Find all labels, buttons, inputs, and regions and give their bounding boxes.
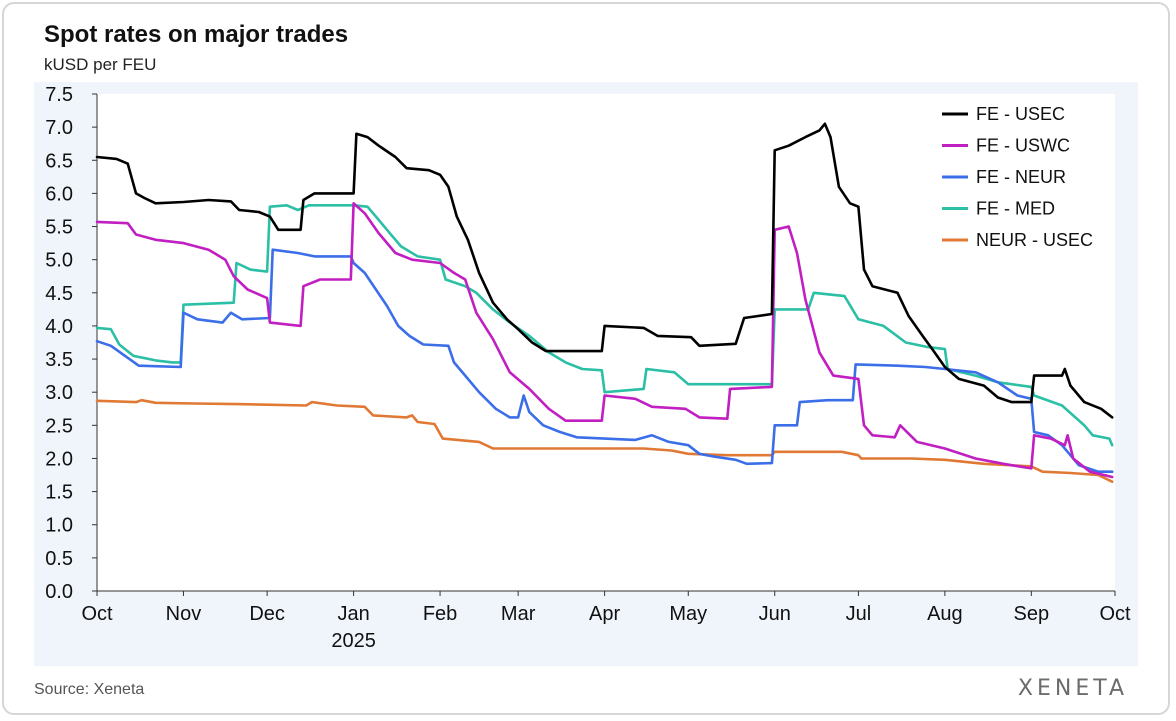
line-chart: 0.0 0.5 1.0 1.5 2.0 2.5 3.0 3.5 4.0 4.5 5.0 5.5 6.0 6…	[45, 84, 1131, 652]
x-tick-label: Sep	[1014, 603, 1050, 625]
series-line-fe-neur	[95, 248, 1114, 473]
y-tick-label: 7.0	[45, 117, 73, 139]
x-tick-label: Jun	[759, 603, 791, 625]
x-tick-label: Feb	[423, 603, 457, 625]
y-tick-label: 0.5	[45, 548, 73, 570]
y-tick-label: 2.0	[45, 448, 73, 470]
y-tick-label: 6.0	[45, 183, 73, 205]
x-tick-label: May	[669, 603, 707, 625]
chart-title: Spot rates on major trades	[44, 21, 349, 48]
legend-label: NEUR - USEC	[976, 230, 1093, 250]
series-line-fe-usec	[95, 122, 1114, 419]
legend-label: FE - NEUR	[976, 167, 1066, 187]
y-tick-label: 1.5	[45, 482, 73, 504]
x-tick-label: Jan	[337, 603, 369, 625]
x-tick-label: Apr	[589, 603, 620, 625]
plot-area	[97, 94, 1115, 591]
series-layer	[95, 122, 1114, 483]
y-tick-label: 2.5	[45, 415, 73, 437]
y-tick-label: 4.5	[45, 283, 73, 305]
chart-subtitle: kUSD per FEU	[44, 55, 157, 74]
legend-label: FE - USWC	[976, 136, 1070, 156]
x-tick-label: Oct	[1099, 603, 1131, 625]
series-line-neur-usec	[95, 398, 1114, 483]
y-tick-label: 5.5	[45, 217, 73, 239]
brand-logo: XENETA	[1017, 676, 1128, 701]
x-axis: Oct Nov Dec Jan 2025 Feb Mar Apr May Jun Jul Aug Sep…	[81, 590, 1131, 652]
y-tick-label: 4.0	[45, 316, 73, 338]
y-tick-label: 1.0	[45, 515, 73, 537]
source-note: Source: Xeneta	[34, 681, 145, 698]
x-tick-label: Aug	[927, 603, 963, 625]
x-tick-label: Mar	[501, 603, 536, 625]
y-tick-label: 6.5	[45, 150, 73, 172]
x-tick-label: Nov	[166, 603, 202, 625]
x-tick-sublabel: 2025	[331, 630, 376, 652]
y-axis: 0.0 0.5 1.0 1.5 2.0 2.5 3.0 3.5 4.0 4.5 5.0 5.5 6.0 6…	[45, 84, 98, 603]
plot-background	[97, 94, 1115, 591]
series-line-fe-uswc	[95, 202, 1114, 479]
x-tick-label: Jul	[846, 603, 872, 625]
y-tick-label: 5.0	[45, 250, 73, 272]
series-line-fe-med	[95, 204, 1114, 447]
legend-label: FE - USEC	[976, 104, 1065, 124]
x-tick-label: Dec	[249, 603, 285, 625]
y-tick-label: 3.0	[45, 382, 73, 404]
legend: FE - USEC FE - USWC FE - NEUR FE - MED NEUR …	[942, 104, 1093, 250]
y-tick-label: 0.0	[45, 581, 73, 603]
legend-label: FE - MED	[976, 199, 1055, 219]
y-tick-label: 7.5	[45, 84, 73, 106]
x-tick-label: Oct	[81, 603, 113, 625]
y-tick-label: 3.5	[45, 349, 73, 371]
